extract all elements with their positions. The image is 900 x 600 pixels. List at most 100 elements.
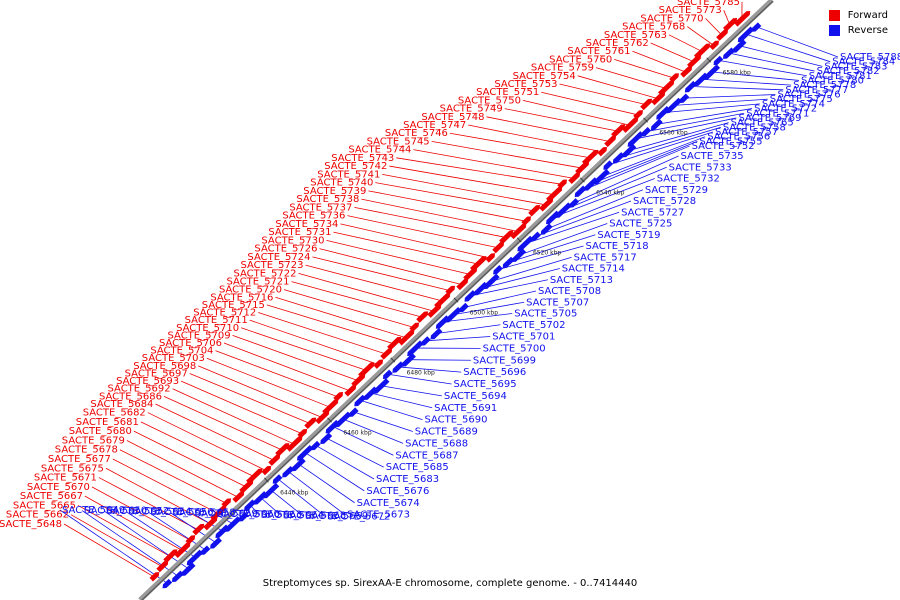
- gene-label[interactable]: SACTE_5775: [770, 94, 833, 105]
- gene-label[interactable]: SACTE_5756: [707, 132, 770, 143]
- gene-label[interactable]: SACTE_5667: [20, 491, 83, 502]
- gene-glyph[interactable]: [546, 186, 563, 203]
- gene-label[interactable]: SACTE_5700: [483, 343, 546, 354]
- gene-glyph[interactable]: [597, 146, 608, 157]
- gene-label[interactable]: SACTE_5696: [463, 367, 526, 378]
- gene-glyph[interactable]: [407, 340, 424, 356]
- gene-glyph[interactable]: [185, 535, 196, 545]
- gene-glyph[interactable]: [174, 542, 191, 559]
- gene-label[interactable]: SACTE_5690: [424, 415, 487, 426]
- gene-label[interactable]: SACTE_5735: [681, 151, 744, 162]
- gene-label[interactable]: SACTE_5721: [226, 277, 289, 288]
- gene-glyph[interactable]: [751, 22, 762, 32]
- gene-label[interactable]: SACTE_5768: [622, 22, 685, 33]
- gene-glyph[interactable]: [569, 198, 580, 208]
- gene-glyph[interactable]: [502, 256, 515, 269]
- gene-glyph[interactable]: [291, 457, 306, 472]
- gene-glyph[interactable]: [684, 80, 697, 93]
- gene-glyph[interactable]: [310, 440, 321, 451]
- gene-glyph[interactable]: [693, 43, 711, 60]
- gene-glyph[interactable]: [568, 172, 581, 184]
- gene-glyph[interactable]: [716, 29, 729, 41]
- gene-label[interactable]: SACTE_5679: [62, 435, 125, 446]
- gene-glyph[interactable]: [210, 505, 227, 522]
- gene-label[interactable]: SACTE_5717: [574, 252, 637, 263]
- gene-label[interactable]: SACTE_5747: [403, 120, 466, 131]
- gene-glyph[interactable]: [445, 306, 462, 323]
- gene-glyph[interactable]: [163, 549, 178, 563]
- gene-label[interactable]: SACTE_5656: [150, 507, 213, 518]
- gene-label[interactable]: SACTE_5707: [526, 297, 589, 308]
- gene-label[interactable]: SACTE_5771: [746, 108, 809, 119]
- gene-glyph[interactable]: [149, 572, 160, 582]
- gene-glyph[interactable]: [540, 223, 553, 235]
- gene-label[interactable]: SACTE_5671: [34, 473, 97, 484]
- gene-label[interactable]: SACTE_5663: [239, 509, 302, 520]
- gene-glyph[interactable]: [510, 223, 527, 240]
- gene-glyph[interactable]: [430, 327, 443, 340]
- gene-label[interactable]: SACTE_5699: [473, 355, 536, 366]
- gene-glyph[interactable]: [593, 168, 610, 185]
- gene-glyph[interactable]: [603, 160, 614, 170]
- gene-glyph[interactable]: [732, 39, 747, 53]
- gene-label[interactable]: SACTE_5759: [531, 63, 594, 74]
- gene-glyph[interactable]: [268, 454, 281, 466]
- gene-label[interactable]: SACTE_5689: [415, 427, 478, 438]
- gene-glyph[interactable]: [380, 348, 393, 360]
- gene-label[interactable]: SACTE_5743: [331, 153, 394, 164]
- gene-label[interactable]: SACTE_5755: [699, 136, 762, 147]
- gene-label[interactable]: SACTE_5669: [305, 511, 368, 522]
- gene-label[interactable]: SACTE_5739: [303, 186, 366, 197]
- gene-label[interactable]: SACTE_5734: [275, 219, 338, 230]
- gene-label[interactable]: SACTE_5770: [640, 13, 703, 24]
- gene-label[interactable]: SACTE_5749: [440, 104, 503, 115]
- gene-glyph[interactable]: [604, 135, 617, 148]
- gene-glyph[interactable]: [398, 329, 415, 346]
- gene-glyph[interactable]: [658, 80, 675, 96]
- gene-glyph[interactable]: [333, 392, 344, 402]
- gene-label[interactable]: SACTE_5729: [645, 185, 708, 196]
- gene-label[interactable]: SACTE_5686: [99, 391, 162, 402]
- gene-label[interactable]: SACTE_5674: [357, 498, 420, 509]
- gene-label[interactable]: SACTE_5714: [562, 264, 625, 275]
- gene-label[interactable]: SACTE_5728: [633, 196, 696, 207]
- gene-glyph[interactable]: [709, 40, 719, 51]
- gene-label[interactable]: SACTE_5662: [6, 510, 69, 521]
- gene-glyph[interactable]: [445, 285, 456, 296]
- gene-label[interactable]: SACTE_5702: [502, 320, 565, 331]
- gene-label[interactable]: SACTE_5727: [621, 207, 684, 218]
- gene-glyph[interactable]: [622, 117, 639, 133]
- gene-label[interactable]: SACTE_5772: [754, 104, 817, 115]
- gene-label[interactable]: SACTE_5678: [55, 445, 118, 456]
- gene-glyph[interactable]: [221, 498, 232, 508]
- gene-glyph[interactable]: [734, 11, 751, 27]
- gene-glyph[interactable]: [392, 361, 405, 373]
- gene-label[interactable]: SACTE_5730: [261, 235, 324, 246]
- gene-label[interactable]: SACTE_5753: [494, 79, 557, 90]
- gene-label[interactable]: SACTE_5741: [317, 169, 380, 180]
- gene-glyph[interactable]: [483, 273, 500, 290]
- gene-glyph[interactable]: [640, 98, 653, 111]
- gene-glyph[interactable]: [358, 362, 375, 378]
- gene-glyph[interactable]: [344, 385, 357, 397]
- gene-glyph[interactable]: [703, 64, 721, 80]
- gene-label[interactable]: SACTE_5723: [240, 260, 303, 271]
- gene-label[interactable]: SACTE_5654: [128, 507, 191, 518]
- gene-glyph[interactable]: [244, 499, 256, 511]
- gene-glyph[interactable]: [492, 241, 505, 254]
- gene-label[interactable]: SACTE_5684: [90, 399, 153, 410]
- gene-glyph[interactable]: [297, 428, 308, 439]
- gene-label[interactable]: SACTE_5736: [282, 211, 345, 222]
- gene-glyph[interactable]: [401, 353, 416, 367]
- gene-label[interactable]: SACTE_5665: [13, 500, 76, 511]
- gene-label[interactable]: SACTE_5740: [310, 178, 373, 189]
- gene-glyph[interactable]: [493, 265, 503, 275]
- gene-label[interactable]: SACTE_5660: [217, 509, 280, 520]
- gene-label[interactable]: SACTE_5649: [62, 505, 125, 516]
- gene-glyph[interactable]: [304, 417, 317, 430]
- gene-label[interactable]: SACTE_5698: [133, 361, 196, 372]
- gene-label[interactable]: SACTE_5773: [659, 5, 722, 16]
- gene-label[interactable]: SACTE_5788: [840, 52, 900, 63]
- gene-label[interactable]: SACTE_5765: [731, 118, 794, 129]
- gene-glyph[interactable]: [322, 399, 339, 415]
